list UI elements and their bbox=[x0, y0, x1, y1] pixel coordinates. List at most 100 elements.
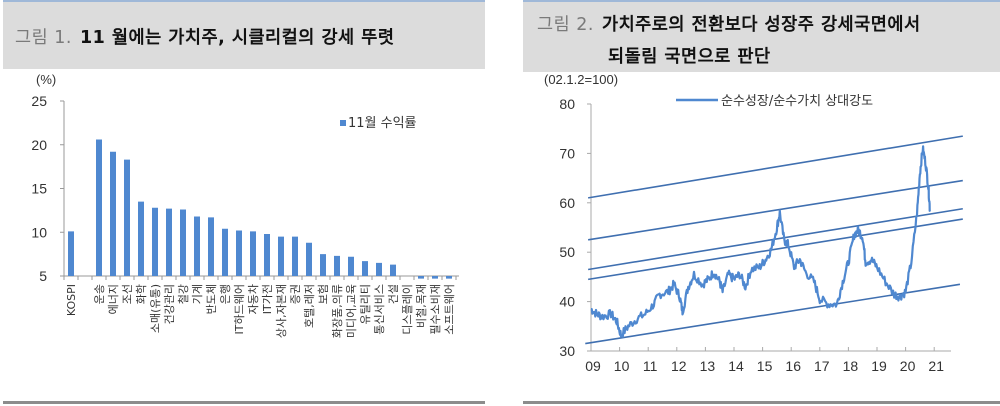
bar bbox=[180, 209, 186, 276]
x-category-label: 자동차 bbox=[247, 284, 260, 314]
line-chart: (02.1.2=100) 30 40 50 60 70 80 09 10 11 12 13 14 15 16… bbox=[544, 72, 963, 374]
bar bbox=[446, 276, 452, 279]
bar bbox=[320, 254, 326, 276]
x-category-label: 운송 bbox=[93, 284, 106, 304]
x-category-label: 증권 bbox=[289, 284, 302, 304]
y-tick-label: 20 bbox=[31, 137, 47, 153]
figure-2-number: 그림 2. bbox=[537, 15, 594, 35]
x-category-label: 건설 bbox=[387, 284, 400, 304]
figure-2-title-line-2: 되돌림 국면으로 판단 bbox=[608, 43, 771, 68]
figure-2-header: 그림 2. 가치주로의 전환보다 성장주 강세국면에서 되돌림 국면으로 판단 bbox=[523, 2, 1000, 72]
x-category-label: 상사,자본재 bbox=[275, 284, 288, 338]
bottom-rule bbox=[523, 401, 1000, 404]
x-tick-label: 16 bbox=[785, 358, 801, 374]
figure-1-number: 그림 1. bbox=[15, 28, 72, 48]
trend-line bbox=[585, 283, 961, 345]
x-tick-label: 17 bbox=[814, 358, 830, 374]
bar bbox=[306, 242, 312, 276]
bar bbox=[166, 208, 172, 276]
x-tick-label: 11 bbox=[643, 358, 658, 374]
bottom-rule bbox=[3, 401, 485, 404]
y-tick-label: 70 bbox=[559, 145, 575, 161]
legend-swatch bbox=[340, 120, 346, 126]
x-tick-label: 14 bbox=[728, 358, 744, 374]
bar bbox=[96, 139, 102, 276]
x-tick-label: 09 bbox=[585, 358, 601, 374]
x-category-label: IT가전 bbox=[261, 284, 274, 314]
y-tick-label: 60 bbox=[559, 195, 575, 211]
x-category-label: 에너지 bbox=[107, 284, 120, 314]
figure-1-header: 그림 1. 11 월에는 가치주, 시클리컬의 강세 뚜렷 bbox=[3, 2, 485, 69]
x-category-label: 조선 bbox=[121, 284, 134, 304]
bar bbox=[264, 234, 270, 276]
y-tick-label: 50 bbox=[559, 244, 575, 260]
bar bbox=[334, 255, 340, 276]
figure-1-title-text: 11 월에는 가치주, 시클리컬의 강세 뚜렷 bbox=[79, 28, 395, 48]
trend-line bbox=[588, 179, 963, 241]
x-category-label: 건강관리 bbox=[163, 284, 176, 324]
figure-2-title-text-1: 가치주로의 전환보다 성장주 강세국면에서 bbox=[601, 15, 921, 35]
x-category-label: 비철,목재 bbox=[415, 284, 428, 328]
x-tick-label: 21 bbox=[928, 358, 944, 374]
x-tick-label: 12 bbox=[671, 358, 687, 374]
x-tick-label: 18 bbox=[843, 358, 859, 374]
x-category-label: 유틸리티 bbox=[359, 284, 372, 324]
x-category-label: IT하드웨어 bbox=[232, 284, 246, 334]
bar bbox=[362, 261, 368, 276]
x-category-label: 소프트웨어 bbox=[443, 284, 456, 335]
bar bbox=[376, 262, 382, 276]
y-tick-label: 25 bbox=[31, 93, 47, 109]
bar bbox=[432, 276, 438, 279]
x-tick-label: 10 bbox=[614, 358, 630, 374]
x-category-label: 호텔,레저 bbox=[303, 284, 316, 328]
y-tick-label: 5 bbox=[39, 268, 47, 284]
bar bbox=[68, 231, 74, 276]
y-tick-label: 40 bbox=[559, 294, 575, 310]
figure-2-title-text-2: 되돌림 국면으로 판단 bbox=[608, 47, 771, 67]
x-category-label: KOSPI bbox=[65, 284, 78, 316]
y-axis-unit: (%) bbox=[36, 72, 56, 87]
bar bbox=[250, 231, 256, 276]
bar bbox=[124, 159, 130, 276]
x-category-label: 디스플레이 bbox=[401, 284, 414, 335]
y-tick-label: 30 bbox=[559, 343, 575, 359]
bar bbox=[110, 151, 116, 276]
bar bbox=[194, 216, 200, 276]
figure-1-title: 그림 1. 11 월에는 가치주, 시클리컬의 강세 뚜렷 bbox=[15, 24, 394, 49]
trend-line bbox=[588, 135, 963, 199]
bar bbox=[292, 236, 298, 276]
bar bbox=[390, 264, 396, 276]
x-category-label: 미디어,교육 bbox=[345, 284, 358, 338]
bar bbox=[236, 230, 242, 276]
bar bbox=[278, 236, 284, 276]
y-tick-label: 10 bbox=[31, 224, 47, 240]
figure-2-title-line-1: 그림 2. 가치주로의 전환보다 성장주 강세국면에서 bbox=[537, 11, 921, 36]
bar bbox=[138, 201, 144, 276]
x-category-label: 소매(유통) bbox=[149, 284, 162, 333]
x-tick-label: 13 bbox=[700, 358, 716, 374]
bar bbox=[152, 207, 158, 276]
y-tick-label: 15 bbox=[31, 181, 47, 197]
x-tick-label: 19 bbox=[871, 358, 887, 374]
x-tick-label: 20 bbox=[900, 358, 916, 374]
header-top-rule bbox=[523, 0, 1000, 2]
x-category-label: 반도체 bbox=[205, 284, 218, 314]
x-category-label: 화장품,의류 bbox=[331, 284, 344, 338]
legend-label: 11월 수익률 bbox=[348, 116, 417, 131]
x-tick-label: 15 bbox=[757, 358, 773, 374]
bar-chart: (%) 5 10 15 20 25 KOSPI 운송 에너지 조선 화학 소매(유통) 건강관리 철강 기계… bbox=[31, 72, 459, 338]
x-category-label: 화학 bbox=[135, 284, 148, 304]
bar bbox=[418, 276, 424, 279]
x-category-label: 보험 bbox=[317, 284, 330, 304]
bar bbox=[208, 217, 214, 276]
y-axis-unit: (02.1.2=100) bbox=[544, 72, 618, 87]
x-category-label: 기계 bbox=[191, 284, 204, 304]
x-category-label: 철강 bbox=[177, 284, 190, 304]
x-category-label: 은행 bbox=[219, 284, 232, 304]
x-category-label: 필수소비재 bbox=[429, 284, 442, 335]
bar bbox=[348, 256, 354, 276]
x-category-label: 통신서비스 bbox=[373, 284, 386, 335]
y-tick-label: 80 bbox=[559, 96, 575, 112]
trend-line bbox=[588, 218, 963, 281]
legend-label: 순수성장/순수가치 상대강도 bbox=[721, 94, 873, 109]
